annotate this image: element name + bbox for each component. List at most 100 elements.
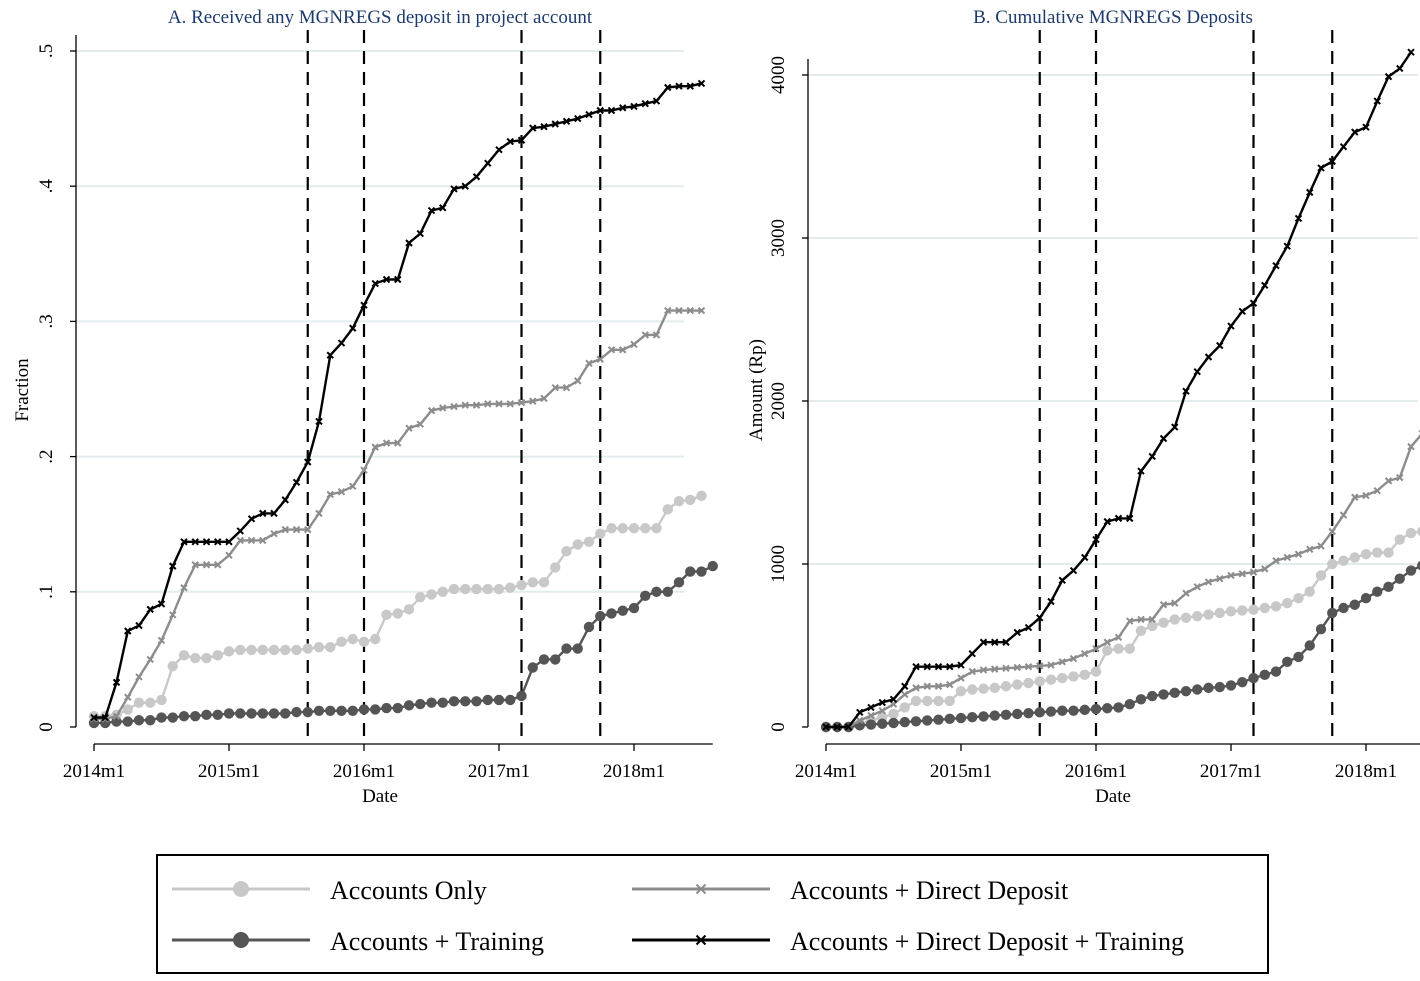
data-point — [991, 665, 999, 673]
data-point — [968, 649, 976, 658]
data-point — [561, 546, 572, 557]
data-point — [235, 708, 246, 719]
data-point — [157, 600, 166, 608]
data-point — [664, 306, 672, 315]
data-point — [867, 711, 875, 720]
data-point — [1283, 553, 1291, 562]
legend-label: Accounts + Direct Deposit + Training — [790, 927, 1184, 956]
data-point — [606, 523, 617, 534]
data-point — [1396, 473, 1404, 482]
x-tick-label: 2018m1 — [603, 761, 665, 782]
data-point — [315, 417, 323, 426]
data-point — [1270, 601, 1282, 612]
data-point — [1293, 651, 1304, 663]
series-accounts-only — [88, 490, 707, 722]
data-point — [1124, 698, 1135, 710]
data-point — [439, 404, 447, 412]
data-point — [1259, 602, 1270, 614]
data-point — [1405, 527, 1417, 539]
data-point — [979, 666, 988, 674]
data-point — [1394, 534, 1405, 545]
data-point — [360, 301, 368, 309]
data-point — [135, 621, 143, 630]
data-point — [223, 646, 235, 657]
data-point — [1248, 672, 1259, 684]
data-point — [562, 383, 571, 392]
data-point — [304, 458, 312, 466]
data-point — [1225, 680, 1237, 691]
data-point — [878, 706, 886, 715]
data-point — [901, 682, 909, 690]
data-point — [212, 650, 223, 661]
data-point — [1192, 610, 1203, 622]
data-point — [527, 577, 538, 588]
data-point — [1362, 123, 1370, 131]
data-point — [1294, 550, 1303, 558]
data-point — [923, 682, 931, 690]
panel-b: B. Cumulative MGNREGS Deposits Amount (R… — [746, 7, 1420, 807]
data-point — [652, 97, 661, 105]
data-point — [394, 275, 402, 284]
data-point — [1171, 599, 1179, 607]
data-point — [967, 684, 978, 695]
series-accounts-direct-deposit-training — [90, 79, 706, 722]
data-point — [1000, 709, 1012, 720]
data-point — [201, 652, 212, 664]
data-point — [1090, 666, 1102, 677]
data-point — [135, 673, 143, 681]
data-point — [461, 401, 469, 409]
data-point — [1114, 514, 1123, 523]
data-point — [360, 466, 368, 474]
data-point — [1283, 242, 1291, 250]
data-point — [1137, 467, 1145, 475]
data-point — [482, 694, 493, 706]
data-point — [146, 605, 154, 614]
x-tick-label: 2014m1 — [795, 761, 857, 782]
data-point — [1092, 645, 1100, 653]
data-point — [178, 650, 190, 661]
data-point — [460, 583, 471, 595]
data-point — [325, 705, 336, 716]
data-point — [1328, 527, 1336, 536]
legend-item-accounts-direct-deposit-training: Accounts + Direct Deposit + Training — [632, 927, 1184, 956]
data-point — [280, 644, 291, 656]
data-point — [878, 698, 886, 707]
data-point — [1227, 571, 1235, 580]
data-point — [347, 633, 358, 645]
data-point — [471, 696, 482, 707]
y-tick-label: 0 — [36, 722, 57, 732]
y-tick-label: .5 — [36, 44, 57, 58]
data-point — [281, 525, 289, 534]
data-point — [978, 683, 989, 694]
data-point — [1272, 262, 1280, 270]
data-point — [1102, 645, 1113, 656]
series-accounts-direct-deposit-training — [822, 48, 1415, 731]
legend-box — [156, 854, 1269, 974]
data-point — [944, 713, 955, 725]
data-point — [833, 723, 841, 731]
data-point — [202, 561, 211, 569]
legend-label: Accounts Only — [330, 876, 487, 905]
data-point — [472, 173, 481, 181]
data-point — [394, 439, 402, 447]
data-point — [1090, 703, 1102, 715]
data-point — [1237, 676, 1248, 688]
data-point — [901, 690, 909, 699]
data-point — [461, 182, 469, 190]
data-point — [1396, 64, 1404, 73]
data-point — [1315, 570, 1327, 581]
data-point — [382, 275, 391, 284]
data-point — [214, 561, 222, 569]
data-point — [427, 206, 436, 215]
panel-b-y-axis-label: Amount (Rp) — [746, 339, 767, 441]
data-point — [955, 712, 967, 724]
data-point — [910, 695, 922, 707]
data-point — [675, 82, 683, 90]
legend-marker — [233, 932, 249, 948]
data-point — [124, 627, 132, 635]
data-point — [133, 697, 145, 708]
data-point — [856, 716, 864, 725]
data-point — [1216, 341, 1224, 350]
data-point — [291, 644, 302, 656]
